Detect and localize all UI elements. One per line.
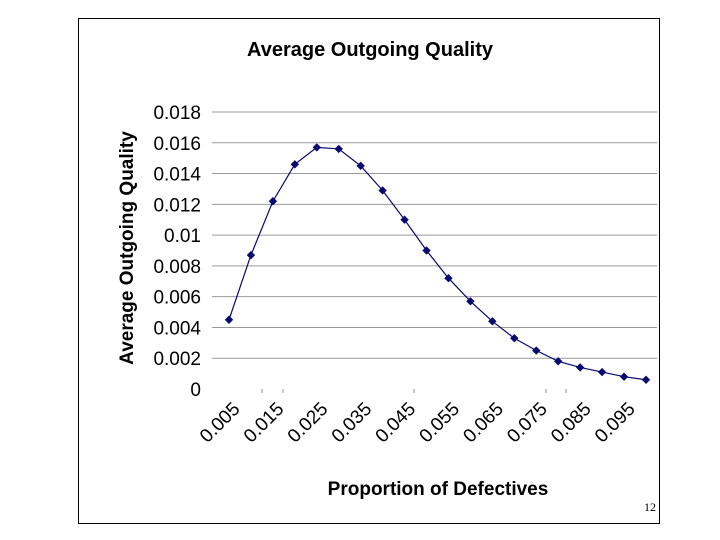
x-tick-label: 0.035 bbox=[328, 399, 376, 447]
data-point-marker bbox=[290, 160, 300, 169]
chart-title: Average Outgoing Quality bbox=[247, 39, 494, 61]
data-point-marker bbox=[356, 161, 365, 171]
data-series bbox=[224, 143, 651, 384]
y-tick-label: 0.012 bbox=[153, 195, 201, 216]
y-tick-label: 0.01 bbox=[164, 226, 201, 247]
y-axis-ticks: 0.018 0.016 0.014 0.012 0.01 0.008 0.006 0.004 0… bbox=[153, 103, 201, 401]
data-point-marker bbox=[575, 363, 585, 372]
x-tick-label: 0.005 bbox=[196, 399, 244, 447]
data-point-marker bbox=[510, 334, 519, 343]
x-tick-label: 0.095 bbox=[591, 399, 639, 447]
y-tick-label: 0.002 bbox=[153, 349, 201, 370]
y-tick-label: 0.008 bbox=[153, 257, 201, 278]
y-tick-label: 0.018 bbox=[153, 103, 201, 124]
data-point-marker bbox=[597, 367, 607, 377]
data-point-marker bbox=[466, 297, 475, 306]
y-axis-label: Average Outgoing Quality bbox=[117, 131, 138, 365]
x-tick-label: 0.045 bbox=[372, 399, 420, 447]
data-point-marker bbox=[334, 144, 343, 154]
x-axis-label: Proportion of Defectives bbox=[328, 479, 549, 500]
x-tick-label: 0.025 bbox=[284, 399, 332, 447]
data-point-marker bbox=[488, 317, 497, 326]
y-tick-label: 0 bbox=[190, 380, 201, 401]
data-point-marker bbox=[444, 274, 453, 283]
y-tick-label: 0.016 bbox=[153, 134, 201, 155]
y-tick-label: 0.004 bbox=[153, 318, 201, 339]
chart-frame bbox=[78, 18, 660, 524]
data-point-marker bbox=[268, 197, 278, 206]
x-tick-label: 0.015 bbox=[240, 399, 288, 447]
data-point-marker bbox=[532, 346, 541, 355]
data-point-marker bbox=[619, 372, 629, 381]
gridlines bbox=[212, 111, 657, 393]
data-point-marker bbox=[378, 186, 387, 195]
data-point-marker bbox=[312, 143, 321, 152]
data-point-marker bbox=[224, 315, 234, 324]
y-tick-label: 0.014 bbox=[153, 165, 201, 186]
x-tick-label: 0.065 bbox=[459, 399, 507, 447]
data-point-marker bbox=[400, 215, 409, 224]
data-point-marker bbox=[554, 357, 563, 366]
series-line bbox=[228, 146, 647, 381]
page-number: 12 bbox=[644, 500, 656, 514]
data-point-marker bbox=[641, 375, 651, 384]
data-point-marker bbox=[246, 250, 256, 260]
x-tick-label: 0.085 bbox=[547, 399, 595, 447]
data-point-marker bbox=[422, 246, 431, 255]
x-axis-ticks: 0.0050.0150.0250.0350.0450.0550.0650.075… bbox=[196, 399, 640, 447]
x-tick-label: 0.075 bbox=[503, 399, 551, 447]
y-tick-label: 0.006 bbox=[153, 288, 201, 309]
x-tick-label: 0.055 bbox=[416, 399, 464, 447]
